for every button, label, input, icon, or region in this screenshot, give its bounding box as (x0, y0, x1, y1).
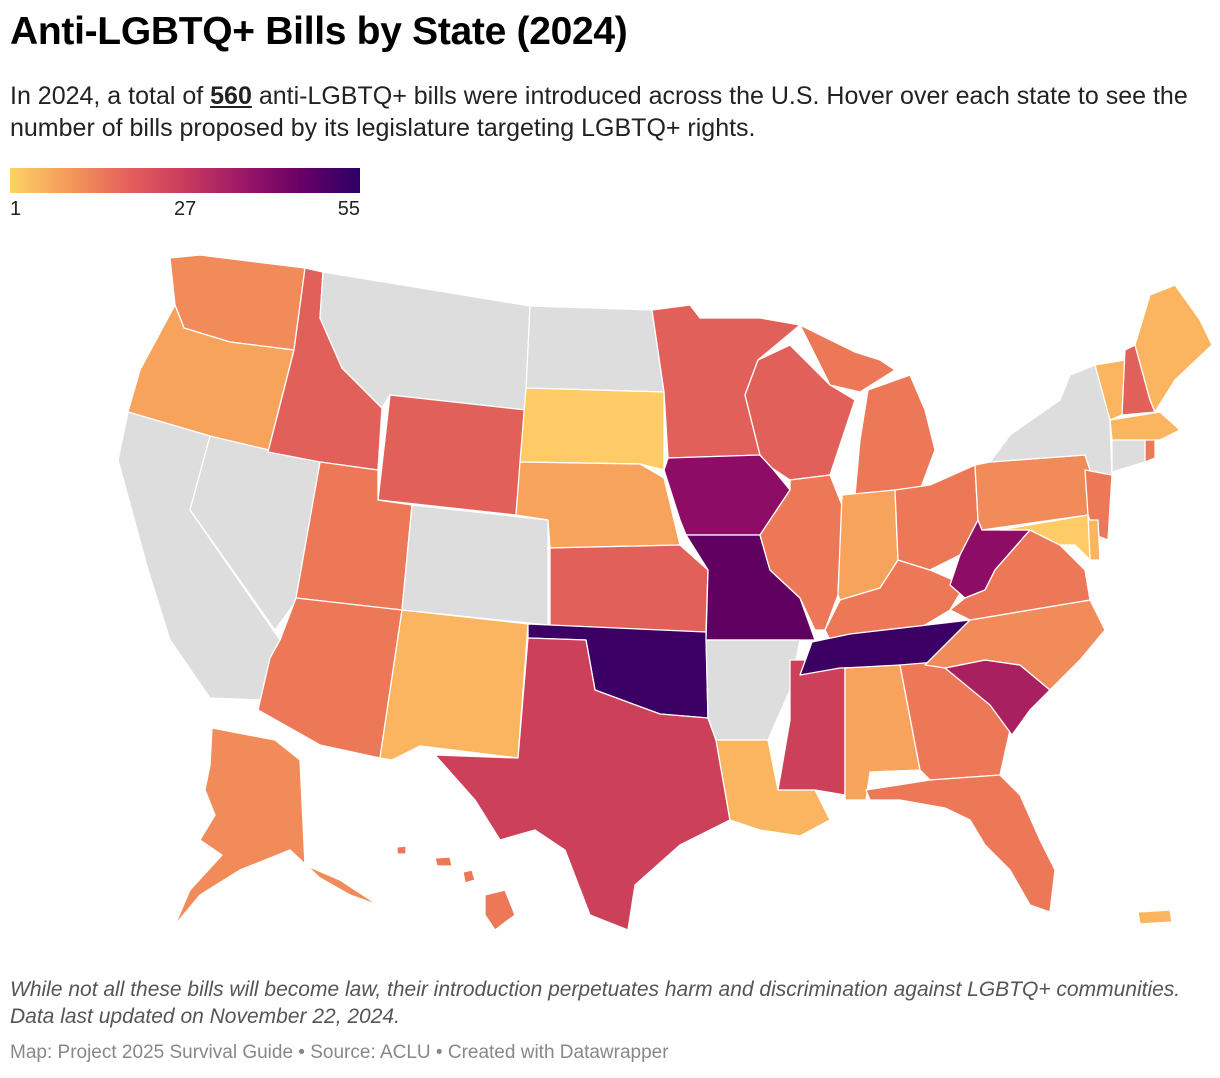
state-louisiana[interactable] (715, 739, 831, 837)
color-legend: 1 27 55 (10, 168, 360, 220)
description-rest: anti-LGBTQ+ bills were introduced across… (10, 82, 1188, 142)
us-states-map (117, 254, 1213, 931)
state-texas[interactable] (434, 637, 731, 931)
chart-title: Anti-LGBTQ+ Bills by State (2024) (10, 10, 628, 53)
state-alaska[interactable] (174, 727, 379, 926)
choropleth-map (0, 230, 1220, 960)
state-kansas[interactable] (549, 544, 709, 633)
state-north-carolina[interactable] (924, 599, 1106, 691)
legend-gradient-bar (10, 168, 360, 193)
state-north-dakota[interactable] (525, 305, 665, 393)
total-bills-highlight: 560 (210, 82, 252, 110)
legend-max-label: 55 (337, 198, 360, 220)
state-arkansas[interactable] (705, 639, 801, 741)
state-hawaii[interactable] (396, 845, 516, 931)
state-maine[interactable] (1134, 284, 1213, 413)
legend-min-label: 1 (10, 198, 22, 220)
description-lead: In 2024, a total of (10, 82, 211, 110)
state-puerto-rico[interactable] (1137, 909, 1173, 925)
state-south-dakota[interactable] (519, 387, 665, 471)
state-florida[interactable] (865, 774, 1056, 913)
source-credits: Map: Project 2025 Survival Guide • Sourc… (10, 1042, 669, 1063)
state-colorado[interactable] (401, 504, 549, 626)
state-illinois[interactable] (759, 474, 843, 631)
state-new-mexico[interactable] (379, 609, 529, 761)
state-connecticut[interactable] (1111, 437, 1146, 473)
state-wyoming[interactable] (377, 394, 527, 516)
legend-mid-label: 27 (174, 198, 197, 220)
state-massachusetts[interactable] (1109, 411, 1181, 441)
state-maryland[interactable] (999, 514, 1091, 561)
chart-description: In 2024, a total of 560 anti-LGBTQ+ bill… (10, 80, 1205, 144)
footnote: While not all these bills will become la… (10, 978, 1181, 1028)
state-rhode-island[interactable] (1144, 437, 1156, 463)
